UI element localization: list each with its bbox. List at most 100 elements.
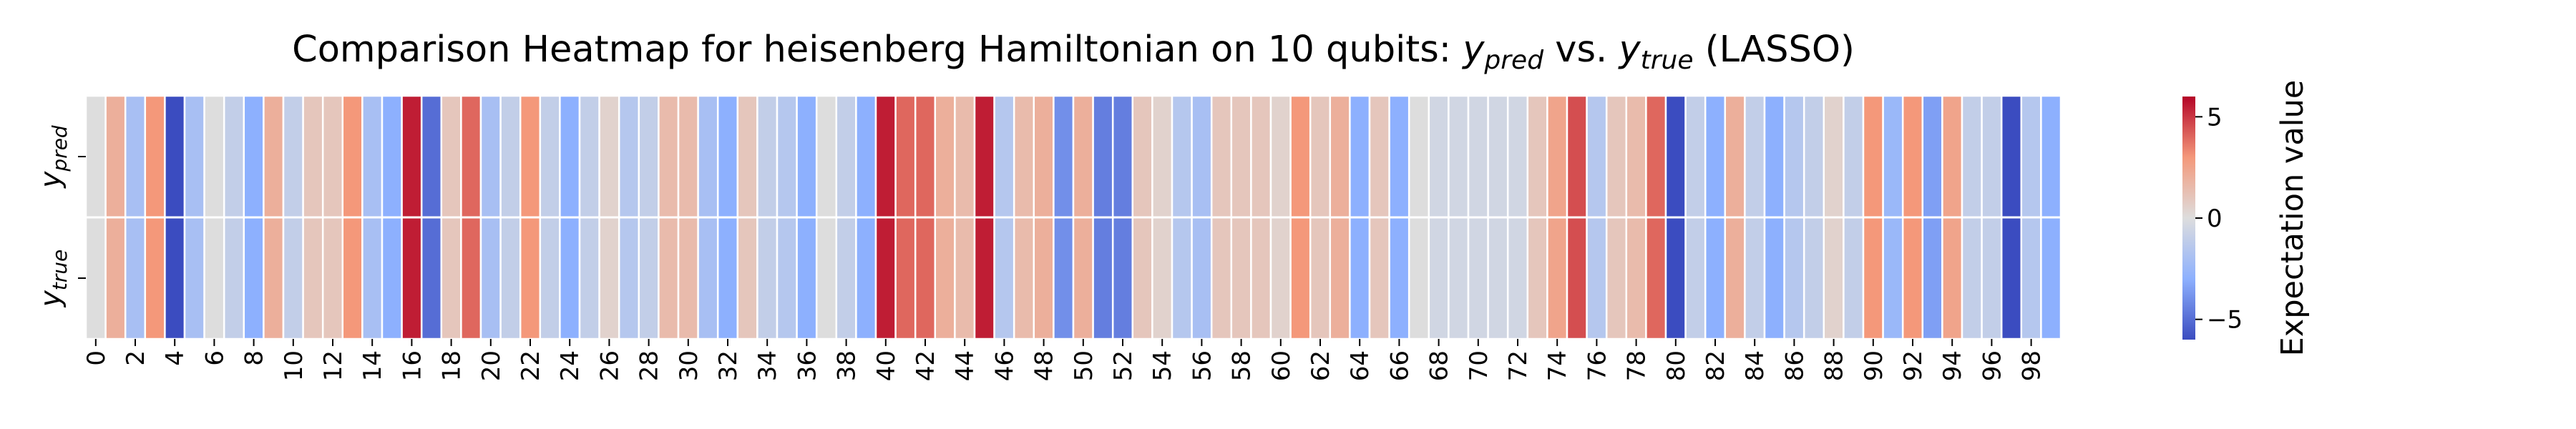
heatmap-cell [185,217,205,339]
heatmap-cell [797,217,817,339]
heatmap-cell [1824,96,1844,217]
x-tick-label: 44 [951,350,980,381]
heatmap-cell [1390,96,1410,217]
heatmap-cell [797,96,817,217]
heatmap-cell [2041,217,2061,339]
title-true-sub: true [1641,46,1694,75]
heatmap-cell [836,217,857,339]
x-tick-label: 42 [912,350,940,381]
title-lead: Comparison Heatmap for heisenberg Hamilt… [292,29,1463,71]
heatmap-cell [1824,217,1844,339]
x-tick-label: 94 [1938,350,1967,381]
heatmap-cell [560,217,580,339]
heatmap-cell [283,217,303,339]
x-tick-label: 12 [319,350,348,381]
heatmap-cell [1804,96,1824,217]
heatmap-cell [441,96,462,217]
heatmap-cell [263,217,283,339]
x-tick-label: 60 [1267,350,1296,381]
heatmap-cell [1567,96,1587,217]
heatmap-cell [580,96,600,217]
y-axis: ypred ytrue [35,125,86,307]
heatmap-cell [2021,96,2041,217]
heatmap-cell [698,96,718,217]
heatmap-cell [896,217,916,339]
heatmap-cell [1804,217,1824,339]
heatmap-cell [362,217,382,339]
heatmap-cell [1765,217,1785,339]
heatmap-cell [1271,96,1291,217]
heatmap-cell [639,217,659,339]
heatmap-cell [1547,96,1567,217]
heatmap-cell [757,96,777,217]
x-tick-label: 82 [1702,350,1730,381]
x-tick-label: 80 [1662,350,1691,381]
heatmap-cell [1113,96,1133,217]
colorbar-tick-label: 5 [2207,103,2223,132]
heatmap-cell [1014,217,1034,339]
heatmap-cell [1745,96,1765,217]
heatmap-cell [1843,96,1863,217]
heatmap-cell [1034,96,1054,217]
heatmap-cell [1053,217,1073,339]
heatmap-cell [1211,217,1231,339]
heatmap-cell [718,96,738,217]
heatmap-cell [145,217,165,339]
heatmap-cell [1942,96,1962,217]
heatmap-cell [1982,96,2002,217]
heatmap-cell [1211,96,1231,217]
heatmap-cell [1310,217,1330,339]
x-tick-label: 50 [1070,350,1098,381]
heatmap-cell [362,96,382,217]
heatmap-cell [856,217,876,339]
x-tick-label: 88 [1820,350,1849,381]
heatmap-cell [283,96,303,217]
title-mid: vs. [1543,29,1619,71]
heatmap-cell [600,217,620,339]
heatmap-cell [777,96,797,217]
heatmap-cell [1883,96,1903,217]
x-tick-label: 6 [200,350,229,366]
heatmap-cell [2021,217,2041,339]
heatmap-cell [1508,217,1528,339]
heatmap-cell [1429,217,1449,339]
x-tick-label: 62 [1307,350,1335,381]
heatmap-cell [639,96,659,217]
colorbar-bar [2182,97,2195,340]
x-tick-label: 84 [1741,350,1770,381]
heatmap-cell [935,96,955,217]
heatmap-cell [1448,217,1468,339]
x-tick-label: 30 [675,350,703,381]
x-tick-label: 92 [1899,350,1928,381]
x-tick-label: 40 [872,350,901,381]
x-tick-label: 98 [2018,350,2046,381]
x-tick-label: 54 [1148,350,1177,381]
heatmap-cell [303,217,323,339]
heatmap-cell [1231,217,1252,339]
heatmap-cell [382,96,402,217]
heatmap-cell [560,96,580,217]
x-tick-label: 70 [1465,350,1493,381]
heatmap-cell [1350,217,1370,339]
heatmap-cell [1962,96,1982,217]
heatmap-cell [1883,217,1903,339]
heatmap-cell [955,96,975,217]
heatmap-cell [481,96,501,217]
row-label-pred: ypred [35,125,72,189]
x-tick-label: 14 [358,350,387,381]
heatmap-cell [1370,96,1390,217]
x-tick-label: 78 [1623,350,1652,381]
heatmap-cell [1567,217,1587,339]
heatmap-cell [1271,217,1291,339]
heatmap-cell [816,96,836,217]
heatmap-cell [263,96,283,217]
heatmap-cell [1508,96,1528,217]
x-tick-label: 38 [833,350,862,381]
heatmap-cell [323,96,343,217]
heatmap-cell [1053,96,1073,217]
heatmap-cell [106,217,126,339]
heatmap-cell [1863,96,1883,217]
title-tail: (LASSO) [1694,29,1855,71]
x-tick-label: 32 [714,350,743,381]
